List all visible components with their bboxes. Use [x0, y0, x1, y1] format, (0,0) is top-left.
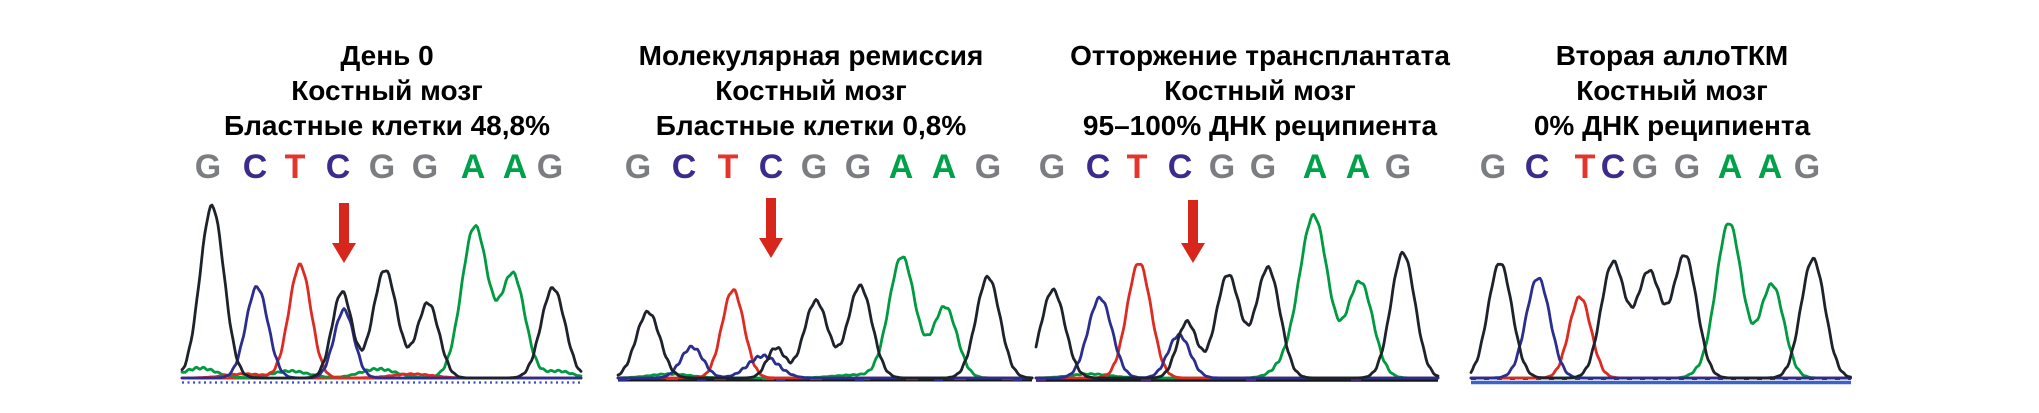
base-letter-G: G	[1208, 148, 1236, 186]
base-letter-T: T	[1574, 148, 1596, 186]
down-arrow-icon	[332, 203, 356, 263]
panel-title-line: 0% ДНК реципиента	[1533, 110, 1811, 141]
base-letter-C: C	[1524, 148, 1550, 186]
base-letter-G: G	[411, 148, 439, 186]
base-letter-A: A	[1717, 148, 1743, 186]
chromatogram-panel-3: Отторжение трансплантата Костный мозг 95–1…	[1030, 0, 1480, 413]
panel-title-line: Вторая аллоТКМ	[1555, 40, 1789, 71]
base-letter-G: G	[1249, 148, 1277, 186]
chromatogram-trace	[616, 198, 1034, 382]
trace-channel-T	[616, 288, 1034, 380]
chromatogram-trace	[1469, 222, 1852, 385]
base-letter-G: G	[1038, 148, 1066, 186]
chromatogram-panel-4: Вторая аллоТКМ Костный мозг 0% ДНК реципие…	[1465, 0, 1915, 413]
base-letter-G: G	[624, 148, 652, 186]
panel-title-line: Костный мозг	[1576, 75, 1768, 106]
base-letter-C: C	[242, 148, 268, 186]
trace-channel-T	[180, 262, 583, 380]
base-letter-A: A	[1345, 148, 1371, 186]
trace-channel-G	[180, 203, 583, 380]
panel-title: Вторая аллоТКМ Костный мозг 0% ДНК реципие…	[1447, 38, 1897, 143]
base-letter-G: G	[800, 148, 828, 186]
base-letter-G: G	[1479, 148, 1507, 186]
base-letter-C: C	[1167, 148, 1193, 186]
chromatogram-panel-1: День 0 Костный мозг Бластные клетки 48,8% G…	[150, 0, 600, 413]
base-letter-G: G	[974, 148, 1002, 186]
base-letter-C: C	[325, 148, 351, 186]
base-letter-G: G	[368, 148, 396, 186]
base-letter-G: G	[1673, 148, 1701, 186]
trace-channel-G	[1034, 250, 1440, 380]
base-letter-A: A	[1757, 148, 1783, 186]
base-letter-A: A	[888, 148, 914, 186]
panel-title-line: Костный мозг	[1164, 75, 1356, 106]
base-letter-A: A	[931, 148, 957, 186]
base-letter-G: G	[1793, 148, 1821, 186]
panel-title: День 0 Костный мозг Бластные клетки 48,8%	[162, 38, 612, 143]
base-letter-T: T	[1126, 148, 1148, 186]
panel-title-line: Бластные клетки 0,8%	[655, 110, 967, 141]
down-arrow-icon	[1181, 200, 1205, 263]
base-letter-C: C	[758, 148, 784, 186]
panel-title-line: Костный мозг	[715, 75, 907, 106]
base-letter-C: C	[1085, 148, 1111, 186]
chromatogram-panel-2: Молекулярная ремиссия Костный мозг Бластны…	[600, 0, 1050, 413]
trace-channel-C	[616, 344, 1034, 380]
base-letter-C: C	[671, 148, 697, 186]
base-letter-G: G	[536, 148, 564, 186]
base-letter-A: A	[502, 148, 528, 186]
trace-channel-C	[1469, 276, 1852, 380]
base-letter-G: G	[844, 148, 872, 186]
chromatogram-trace	[180, 203, 583, 384]
trace-channel-G	[1469, 254, 1852, 380]
base-letter-C: C	[1600, 148, 1626, 186]
panel-title: Молекулярная ремиссия Костный мозг Бластны…	[586, 38, 1036, 143]
panel-title-line: Бластные клетки 48,8%	[223, 110, 551, 141]
panel-title-line: Молекулярная ремиссия	[638, 40, 984, 71]
trace-channel-A	[180, 224, 583, 379]
down-arrow-icon	[759, 198, 783, 258]
base-letter-G: G	[1631, 148, 1659, 186]
panel-title: Отторжение трансплантата Костный мозг 95–1…	[1035, 38, 1485, 143]
base-letter-G: G	[194, 148, 222, 186]
base-letter-T: T	[717, 148, 739, 186]
trace-channel-G	[616, 274, 1034, 380]
base-letter-G: G	[1384, 148, 1412, 186]
chromatogram-trace	[1034, 200, 1440, 382]
panel-title-line: Отторжение трансплантата	[1070, 40, 1450, 71]
trace-channel-C	[1034, 295, 1440, 380]
base-letter-T: T	[284, 148, 306, 186]
panel-title-line: 95–100% ДНК реципиента	[1082, 110, 1438, 141]
base-letter-A: A	[1302, 148, 1328, 186]
panel-title-line: Костный мозг	[291, 75, 483, 106]
base-letter-A: A	[460, 148, 486, 186]
panel-title-line: День 0	[340, 40, 434, 71]
